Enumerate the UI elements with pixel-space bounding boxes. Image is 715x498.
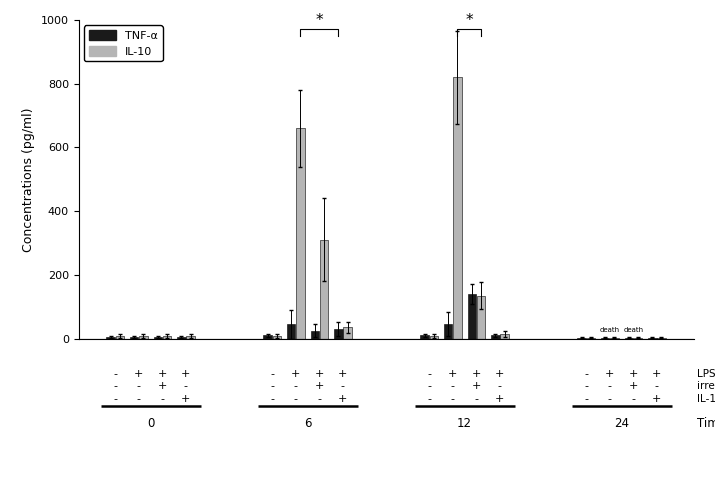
Text: -: - (584, 394, 588, 404)
Text: 24: 24 (614, 417, 629, 430)
Bar (287, 324, 295, 339)
Text: *: * (465, 13, 473, 28)
Bar (586, 338, 595, 339)
Text: +: + (338, 394, 347, 404)
Bar (320, 240, 328, 339)
Text: -: - (137, 394, 141, 404)
Text: +: + (495, 369, 505, 378)
Bar (310, 331, 319, 339)
Text: -: - (113, 394, 117, 404)
Text: 12: 12 (457, 417, 472, 430)
Bar (177, 337, 186, 339)
Bar (430, 336, 438, 339)
Text: -: - (137, 381, 141, 391)
Text: -: - (160, 394, 164, 404)
Text: -: - (270, 394, 275, 404)
Text: -: - (608, 394, 612, 404)
Text: -: - (113, 381, 117, 391)
Text: LPS: LPS (697, 369, 715, 378)
Text: +: + (338, 369, 347, 378)
Text: -: - (294, 394, 298, 404)
Text: +: + (652, 394, 661, 404)
Legend: TNF-α, IL-10: TNF-α, IL-10 (84, 25, 162, 61)
Text: +: + (605, 369, 614, 378)
Bar (163, 336, 171, 339)
Text: +: + (472, 381, 481, 391)
Bar (420, 336, 429, 339)
Text: -: - (451, 381, 455, 391)
Text: +: + (628, 369, 638, 378)
Text: -: - (294, 381, 298, 391)
Text: -: - (428, 381, 431, 391)
Bar (334, 329, 342, 339)
Bar (578, 338, 586, 339)
Text: -: - (584, 369, 588, 378)
Bar (296, 128, 305, 339)
Text: +: + (652, 369, 661, 378)
Text: -: - (608, 381, 612, 391)
Bar (116, 336, 124, 339)
Text: death: death (623, 327, 644, 333)
Bar (625, 338, 633, 339)
Bar (444, 324, 453, 339)
Text: -: - (184, 381, 188, 391)
Text: -: - (498, 381, 502, 391)
Text: -: - (474, 394, 478, 404)
Bar (657, 338, 666, 339)
Text: *: * (315, 13, 323, 28)
Text: +: + (181, 394, 191, 404)
Text: +: + (448, 369, 458, 378)
Bar (610, 338, 618, 339)
Bar (154, 337, 162, 339)
Y-axis label: Concentrations (pg/ml): Concentrations (pg/ml) (22, 107, 35, 251)
Text: -: - (113, 369, 117, 378)
Text: 6: 6 (304, 417, 311, 430)
Text: +: + (181, 369, 191, 378)
Text: +: + (315, 381, 324, 391)
Bar (648, 338, 656, 339)
Text: +: + (495, 394, 505, 404)
Text: -: - (341, 381, 345, 391)
Text: 0: 0 (147, 417, 154, 430)
Text: death: death (600, 327, 620, 333)
Text: +: + (291, 369, 300, 378)
Text: -: - (451, 394, 455, 404)
Bar (477, 296, 485, 339)
Text: -: - (270, 381, 275, 391)
Text: -: - (428, 394, 431, 404)
Bar (107, 337, 115, 339)
Text: +: + (158, 369, 167, 378)
Text: -: - (584, 381, 588, 391)
Bar (453, 77, 462, 339)
Bar (343, 328, 352, 339)
Text: +: + (134, 369, 144, 378)
Text: Time (h): Time (h) (697, 417, 715, 430)
Text: +: + (628, 381, 638, 391)
Text: +: + (158, 381, 167, 391)
Text: -: - (270, 369, 275, 378)
Bar (491, 336, 500, 339)
Bar (500, 334, 508, 339)
Bar (139, 336, 147, 339)
Bar (468, 294, 476, 339)
Text: +: + (315, 369, 324, 378)
Bar (264, 336, 272, 339)
Bar (187, 336, 194, 339)
Bar (130, 337, 139, 339)
Bar (272, 336, 281, 339)
Text: -: - (631, 394, 636, 404)
Bar (601, 338, 609, 339)
Text: irrelevant shRNA: irrelevant shRNA (697, 381, 715, 391)
Text: -: - (428, 369, 431, 378)
Text: -: - (655, 381, 659, 391)
Text: IL-10 shRNA: IL-10 shRNA (697, 394, 715, 404)
Bar (633, 338, 642, 339)
Text: +: + (472, 369, 481, 378)
Text: -: - (317, 394, 321, 404)
